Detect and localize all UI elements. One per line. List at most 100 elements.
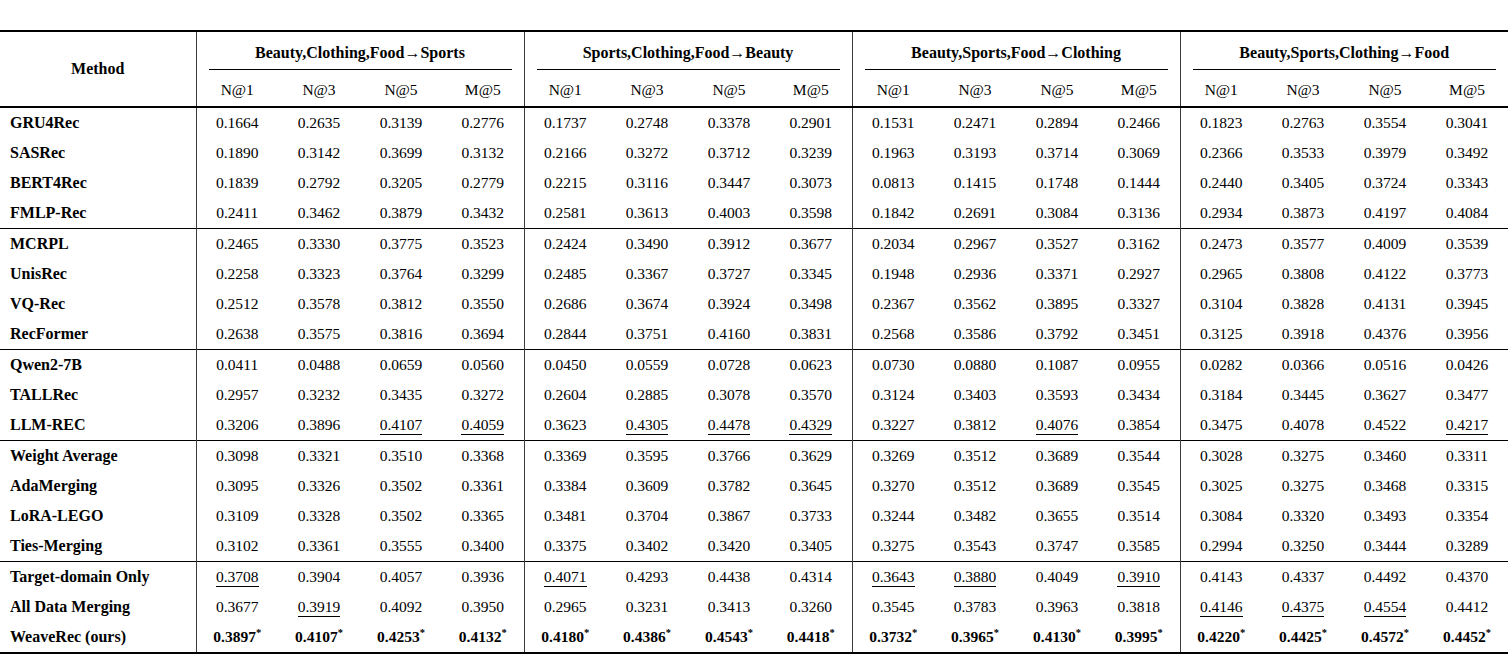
metric-value: 0.4554 [1344, 592, 1426, 622]
row-block: Target-domain Only0.37080.39040.40570.39… [0, 562, 1508, 654]
group-header-2-label: Sports,Clothing,Food→Beauty [537, 36, 840, 70]
metric-value: 0.3919 [278, 592, 360, 622]
metric-value: 0.3764 [360, 259, 442, 289]
metric-value: 0.4329 [770, 410, 852, 441]
metric-value: 0.2638 [196, 319, 278, 350]
metric-value: 0.2792 [278, 168, 360, 198]
metric-value: 0.2779 [442, 168, 524, 198]
group-header-3: Beauty,Sports,Food→Clothing [852, 31, 1180, 74]
significance-star: * [256, 627, 261, 638]
metric-value: 0.4337 [1262, 562, 1344, 593]
metric-value: 0.3544 [1098, 441, 1180, 472]
method-name: SASRec [0, 138, 196, 168]
metric-value: 0.3514 [1098, 501, 1180, 531]
metric-value: 0.3311 [1426, 441, 1508, 472]
metric-value: 0.3674 [606, 289, 688, 319]
metric-value: 0.3435 [360, 380, 442, 410]
metric-value: 0.3345 [770, 259, 852, 289]
metric-value: 0.3125 [1180, 319, 1262, 350]
metric-header: N@3 [1262, 74, 1344, 107]
metric-value: 0.3275 [1262, 471, 1344, 501]
metric-header: N@3 [934, 74, 1016, 107]
metric-value: 0.3623 [524, 410, 606, 441]
metric-value: 0.3555 [360, 531, 442, 562]
metric-value: 0.3232 [278, 380, 360, 410]
metric-value: 0.4478 [688, 410, 770, 441]
group-header-1-label: Beauty,Clothing,Food→Sports [209, 36, 512, 70]
metric-value: 0.3378 [688, 107, 770, 138]
method-name: Weight Average [0, 441, 196, 472]
metric-value: 0.3645 [770, 471, 852, 501]
metric-value: 0.3854 [1098, 410, 1180, 441]
metric-value: 0.0488 [278, 350, 360, 381]
metric-value: 0.4452* [1426, 622, 1508, 653]
metric-value: 0.2901 [770, 107, 852, 138]
metric-header: N@5 [1344, 74, 1426, 107]
metric-value: 0.4375 [1262, 592, 1344, 622]
significance-star: * [1240, 627, 1245, 638]
metric-value: 0.4253* [360, 622, 442, 653]
metric-value: 0.4131 [1344, 289, 1426, 319]
row-block: Weight Average0.30980.33210.35100.33680.… [0, 441, 1508, 562]
metric-value: 0.3367 [606, 259, 688, 289]
metric-value: 0.4143 [1180, 562, 1262, 593]
table-row: AdaMerging0.30950.33260.35020.33610.3384… [0, 471, 1508, 501]
metric-header: N@3 [606, 74, 688, 107]
metric-value: 0.3132 [442, 138, 524, 168]
metric-value: 0.1842 [852, 198, 934, 229]
results-table: Method Beauty,Clothing,Food→Sports Sport… [0, 30, 1508, 654]
metric-value: 0.3523 [442, 229, 524, 260]
metric-value: 0.3655 [1016, 501, 1098, 531]
metric-value: 0.3299 [442, 259, 524, 289]
metric-value: 0.1963 [852, 138, 934, 168]
metric-value: 0.2367 [852, 289, 934, 319]
metric-value: 0.0450 [524, 350, 606, 381]
metric-value: 0.3193 [934, 138, 1016, 168]
metric-value: 0.2776 [442, 107, 524, 138]
row-block: GRU4Rec0.16640.26350.31390.27760.17370.2… [0, 107, 1508, 229]
metric-value: 0.3545 [1098, 471, 1180, 501]
metric-value: 0.3477 [1426, 380, 1508, 410]
metric-value: 0.4146 [1180, 592, 1262, 622]
metric-value: 0.3527 [1016, 229, 1098, 260]
metric-value: 0.3936 [442, 562, 524, 593]
metric-value: 0.4003 [688, 198, 770, 229]
metric-value: 0.3231 [606, 592, 688, 622]
metric-value: 0.3482 [934, 501, 1016, 531]
significance-star: * [338, 627, 343, 638]
metric-value: 0.4522 [1344, 410, 1426, 441]
metric-value: 0.3095 [196, 471, 278, 501]
results-table-container: Method Beauty,Clothing,Food→Sports Sport… [0, 0, 1508, 654]
metric-value: 0.0559 [606, 350, 688, 381]
metric-value: 0.3689 [1016, 471, 1098, 501]
metric-value: 0.2258 [196, 259, 278, 289]
metric-value: 0.0659 [360, 350, 442, 381]
metric-value: 0.3162 [1098, 229, 1180, 260]
metric-value: 0.3539 [1426, 229, 1508, 260]
metric-value: 0.3593 [1016, 380, 1098, 410]
metric-value: 0.3405 [770, 531, 852, 562]
method-name: UnisRec [0, 259, 196, 289]
metric-value: 0.3102 [196, 531, 278, 562]
metric-value: 0.2763 [1262, 107, 1344, 138]
method-name: Qwen2-7B [0, 350, 196, 381]
table-row: BERT4Rec0.18390.27920.32050.27790.22150.… [0, 168, 1508, 198]
metric-value: 0.2512 [196, 289, 278, 319]
metric-value: 0.3950 [442, 592, 524, 622]
metric-value: 0.4376 [1344, 319, 1426, 350]
metric-value: 0.3896 [278, 410, 360, 441]
table-row: GRU4Rec0.16640.26350.31390.27760.17370.2… [0, 107, 1508, 138]
significance-star: * [1486, 627, 1491, 638]
metric-value: 0.2034 [852, 229, 934, 260]
method-name: Target-domain Only [0, 562, 196, 593]
table-row: WeaveRec (ours)0.3897*0.4107*0.4253*0.41… [0, 622, 1508, 653]
metric-value: 0.3320 [1262, 501, 1344, 531]
metric-value: 0.4438 [688, 562, 770, 593]
metric-value: 0.3816 [360, 319, 442, 350]
method-name: FMLP-Rec [0, 198, 196, 229]
metric-value: 0.3084 [1016, 198, 1098, 229]
metric-header: M@5 [770, 74, 852, 107]
metric-value: 0.1839 [196, 168, 278, 198]
metric-value: 0.3326 [278, 471, 360, 501]
significance-star: * [994, 627, 999, 638]
